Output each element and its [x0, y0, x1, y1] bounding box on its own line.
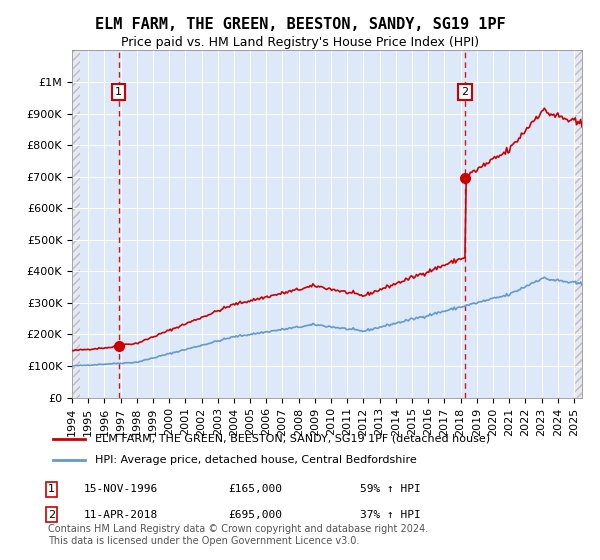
Text: 2: 2 — [48, 510, 55, 520]
Text: Contains HM Land Registry data © Crown copyright and database right 2024.
This d: Contains HM Land Registry data © Crown c… — [48, 524, 428, 546]
Text: 1: 1 — [115, 87, 122, 97]
Text: ELM FARM, THE GREEN, BEESTON, SANDY, SG19 1PF: ELM FARM, THE GREEN, BEESTON, SANDY, SG1… — [95, 17, 505, 32]
Bar — [72, 50, 80, 398]
Bar — [574, 50, 582, 398]
Text: ELM FARM, THE GREEN, BEESTON, SANDY, SG19 1PF (detached house): ELM FARM, THE GREEN, BEESTON, SANDY, SG1… — [95, 434, 490, 444]
Text: £165,000: £165,000 — [228, 484, 282, 494]
Text: 15-NOV-1996: 15-NOV-1996 — [84, 484, 158, 494]
Text: 2: 2 — [461, 87, 469, 97]
Text: 37% ↑ HPI: 37% ↑ HPI — [360, 510, 421, 520]
Text: HPI: Average price, detached house, Central Bedfordshire: HPI: Average price, detached house, Cent… — [95, 455, 417, 465]
Text: £695,000: £695,000 — [228, 510, 282, 520]
Text: 1: 1 — [48, 484, 55, 494]
Text: Price paid vs. HM Land Registry's House Price Index (HPI): Price paid vs. HM Land Registry's House … — [121, 36, 479, 49]
Text: 11-APR-2018: 11-APR-2018 — [84, 510, 158, 520]
Text: 59% ↑ HPI: 59% ↑ HPI — [360, 484, 421, 494]
